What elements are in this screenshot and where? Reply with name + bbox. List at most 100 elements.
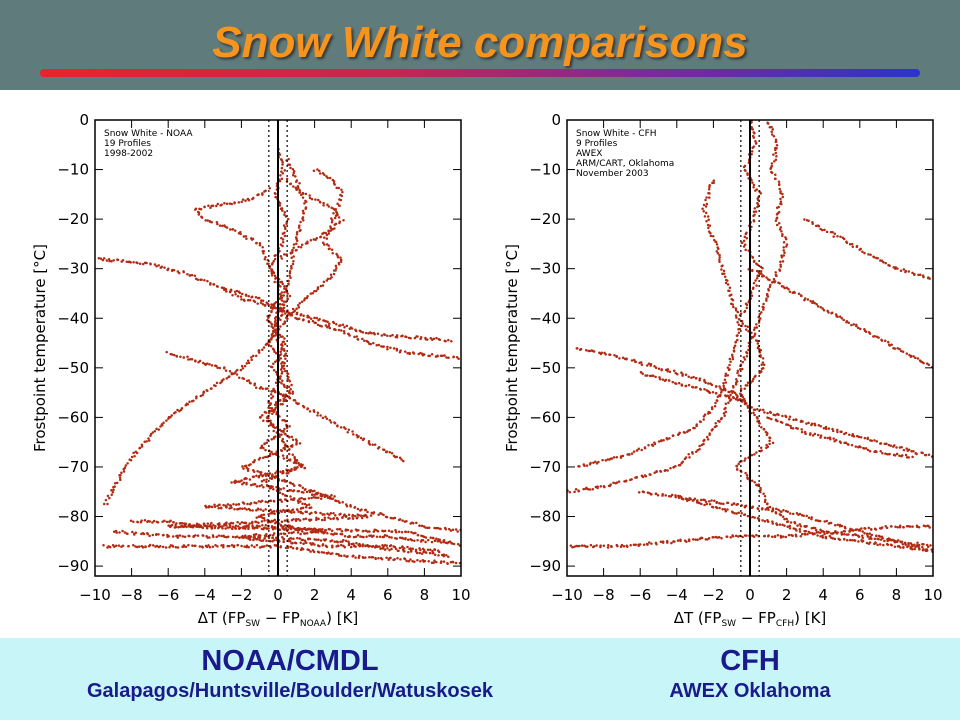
data-point xyxy=(385,556,388,559)
data-point xyxy=(907,456,910,459)
data-point xyxy=(606,546,610,549)
data-point xyxy=(136,261,139,265)
data-point xyxy=(336,255,340,259)
data-point xyxy=(244,294,248,297)
data-point xyxy=(399,349,402,352)
data-point xyxy=(731,355,734,359)
data-point xyxy=(728,357,732,361)
data-point xyxy=(612,481,615,484)
data-point xyxy=(340,543,343,547)
y-tick-label: −50 xyxy=(57,359,89,377)
data-point xyxy=(291,546,295,550)
data-point xyxy=(324,538,328,541)
data-point xyxy=(813,432,817,436)
data-point xyxy=(753,453,756,456)
data-point xyxy=(822,426,826,430)
data-point xyxy=(238,507,242,510)
data-point xyxy=(727,289,730,293)
data-point xyxy=(870,439,874,442)
data-point xyxy=(647,541,651,544)
data-point xyxy=(273,476,277,480)
data-point xyxy=(251,461,255,464)
data-point xyxy=(205,388,208,392)
data-point xyxy=(355,335,359,338)
data-point xyxy=(272,532,276,535)
data-point xyxy=(222,503,225,507)
data-point xyxy=(768,278,771,282)
data-point xyxy=(297,489,301,493)
data-point xyxy=(831,231,834,234)
data-point xyxy=(322,201,325,205)
data-point xyxy=(895,446,898,449)
y-axis-label: Frostpoint temperature [°C] xyxy=(503,244,521,452)
left-chart-data xyxy=(95,148,461,565)
data-point xyxy=(299,484,302,488)
data-point xyxy=(354,556,357,559)
data-point xyxy=(396,557,399,560)
data-point xyxy=(707,218,710,222)
data-point xyxy=(282,457,286,460)
data-point xyxy=(167,417,170,420)
data-point xyxy=(217,506,220,510)
data-point xyxy=(711,234,715,238)
data-point xyxy=(255,242,258,245)
data-point xyxy=(319,414,322,417)
data-point xyxy=(272,425,275,429)
data-point xyxy=(692,375,695,379)
data-point xyxy=(304,242,308,245)
data-point xyxy=(337,216,341,219)
data-point xyxy=(758,371,761,375)
data-point xyxy=(282,429,285,433)
data-point xyxy=(334,264,338,268)
data-point xyxy=(147,437,150,440)
data-point xyxy=(302,491,305,494)
data-point xyxy=(287,157,290,161)
data-point xyxy=(592,461,595,465)
data-point xyxy=(707,500,711,503)
data-point xyxy=(262,509,265,512)
data-point xyxy=(741,395,745,399)
data-point xyxy=(743,459,746,462)
data-point xyxy=(454,561,458,565)
data-point xyxy=(240,479,243,482)
data-point xyxy=(156,521,160,524)
data-point xyxy=(803,525,806,528)
data-point xyxy=(281,282,284,286)
data-point xyxy=(752,136,756,139)
data-point xyxy=(289,388,292,391)
data-point xyxy=(413,336,417,340)
data-point xyxy=(225,226,229,229)
data-point xyxy=(734,381,738,384)
data-point xyxy=(296,499,300,502)
data-point xyxy=(336,202,339,205)
data-point xyxy=(785,243,789,246)
data-point xyxy=(334,328,337,332)
data-point xyxy=(279,487,283,491)
data-point xyxy=(424,540,427,544)
data-point xyxy=(787,533,791,537)
data-point xyxy=(281,238,285,241)
data-point xyxy=(132,451,135,455)
data-point xyxy=(604,459,608,462)
data-point xyxy=(774,271,777,274)
data-point xyxy=(885,442,888,446)
y-tick-label: −20 xyxy=(57,210,89,228)
data-point xyxy=(774,140,778,144)
slide-header: Snow White comparisons xyxy=(0,0,960,90)
data-point xyxy=(359,330,363,333)
data-point xyxy=(661,494,664,497)
data-point xyxy=(411,351,415,354)
data-point xyxy=(274,390,277,394)
data-point xyxy=(168,546,171,549)
data-point xyxy=(362,535,365,539)
data-point xyxy=(302,314,305,318)
data-point xyxy=(110,260,113,263)
data-point xyxy=(728,363,731,367)
data-point xyxy=(397,530,401,534)
data-point xyxy=(922,361,925,365)
data-point xyxy=(876,543,879,547)
data-point xyxy=(761,408,765,412)
data-point xyxy=(198,207,201,211)
data-point xyxy=(243,464,247,468)
data-point xyxy=(781,515,785,519)
